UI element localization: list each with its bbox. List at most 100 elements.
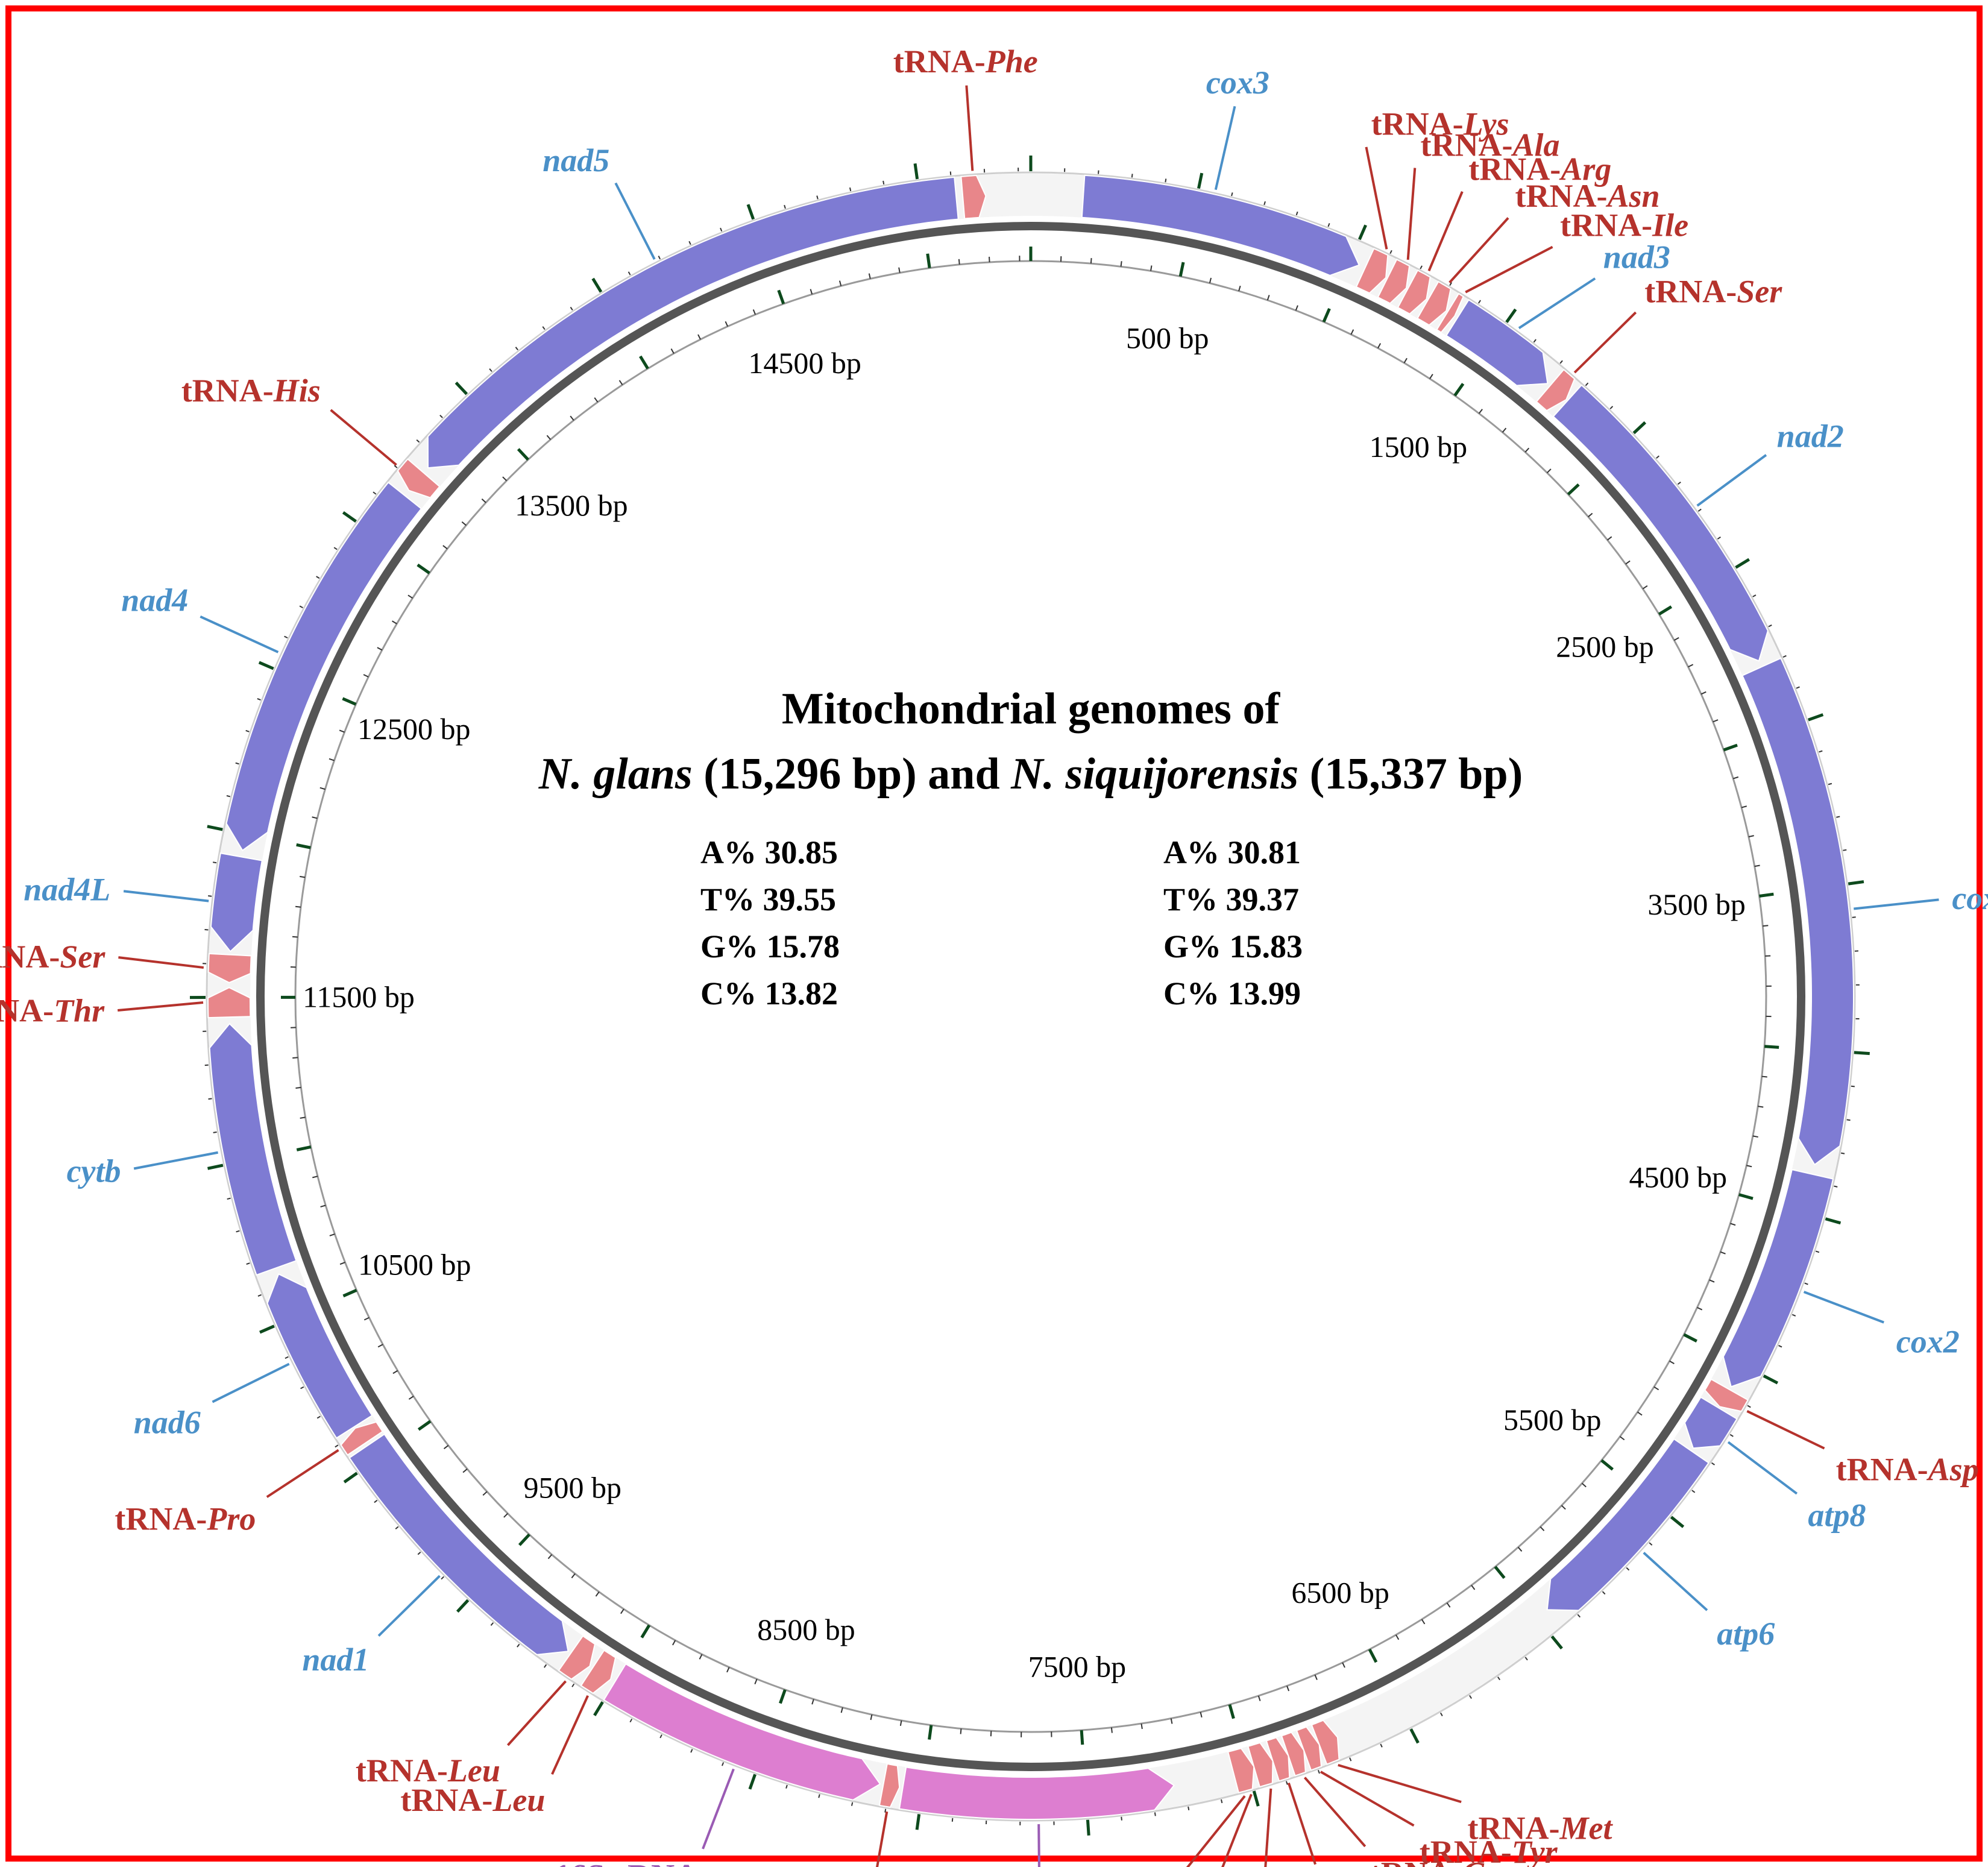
- species-1-name: N. glans: [538, 749, 693, 799]
- gene-labels: cox3tRNA-LystRNA-AlatRNA-ArgtRNA-AsntRNA…: [0, 43, 1988, 1867]
- outer-minor-tick: [1752, 594, 1757, 597]
- minor-tick: [1607, 536, 1612, 541]
- scale-label-1: 1500 bp: [1370, 430, 1468, 464]
- stat-g-right: G% 15.83: [1163, 928, 1303, 965]
- outer-minor-tick: [1851, 1085, 1855, 1088]
- minor-tick: [726, 1667, 730, 1673]
- outer-minor-tick: [1154, 1812, 1156, 1816]
- outer-minor-tick: [1697, 508, 1702, 512]
- protein-gene-arrow-0: [1081, 174, 1360, 276]
- minor-tick: [1688, 664, 1694, 668]
- outer-major-tick: [1807, 713, 1824, 722]
- outer-major-tick: [748, 1774, 757, 1790]
- scale-label-3: 3500 bp: [1647, 887, 1746, 921]
- outer-minor-tick: [1846, 1119, 1851, 1121]
- minor-tick: [870, 1714, 873, 1721]
- scale-label-14: 14500 bp: [748, 346, 861, 380]
- trna-gene-arrow-16: [1355, 248, 1389, 294]
- leader-line-2: [1365, 146, 1388, 250]
- base-composition-right: A% 30.81 T% 39.37 G% 15.83 C% 13.99: [1163, 834, 1303, 1012]
- minor-tick: [699, 1654, 703, 1660]
- gene-label-prefix: tRNA-: [0, 992, 54, 1028]
- gene-label-5: tRNA-Asn: [1515, 178, 1660, 214]
- minor-tick: [1257, 1695, 1261, 1701]
- leader-line-30: [133, 1151, 218, 1170]
- gene-label-2: tRNA-Lys: [1371, 105, 1509, 142]
- scale-label-5: 5500 bp: [1503, 1403, 1602, 1437]
- minor-tick: [840, 1707, 843, 1713]
- minor-tick: [618, 380, 623, 385]
- outer-minor-tick: [515, 347, 518, 351]
- gene-label-0: tRNA-Phe: [893, 43, 1038, 80]
- outer-minor-tick: [1828, 782, 1832, 786]
- outer-minor-tick: [1836, 816, 1840, 818]
- gene-label-36: nad5: [543, 142, 609, 178]
- minor-tick: [1561, 1505, 1566, 1510]
- major-tick: [1683, 1333, 1697, 1343]
- outer-minor-tick: [1449, 282, 1453, 286]
- outer-minor-tick: [1263, 201, 1266, 206]
- outer-minor-tick: [213, 1131, 217, 1133]
- stat-g-left: G% 15.78: [700, 928, 840, 965]
- outer-minor-tick: [1852, 916, 1856, 918]
- trna-gene-arrow-33: [207, 987, 251, 1019]
- outer-minor-tick: [1602, 1591, 1606, 1595]
- outer-minor-tick: [316, 576, 320, 579]
- major-tick: [1658, 605, 1673, 616]
- outer-minor-tick: [316, 1415, 321, 1419]
- minor-tick: [1295, 305, 1298, 311]
- outer-minor-tick: [629, 1718, 633, 1723]
- outer-minor-tick: [1131, 174, 1133, 178]
- leader-line-15: [1338, 1763, 1462, 1804]
- scale-label-11: 11500 bp: [303, 980, 415, 1013]
- outer-major-tick: [1670, 1516, 1685, 1528]
- minor-tick: [1546, 468, 1552, 474]
- outer-minor-tick: [439, 414, 443, 418]
- gene-label-12: tRNA-Asp: [1836, 1452, 1979, 1488]
- outer-minor-tick: [227, 1197, 231, 1200]
- gene-label-prefix: tRNA-: [1836, 1452, 1928, 1488]
- outer-major-tick: [1505, 308, 1517, 323]
- trna-gene-arrow-25: [1265, 1737, 1291, 1782]
- gene-label-25: tRNA-Leu: [400, 1782, 545, 1818]
- protein-gene-arrow-9: [209, 1022, 297, 1276]
- gene-label-11: cox2: [1896, 1324, 1960, 1360]
- outer-minor-tick: [374, 1499, 378, 1503]
- outer-minor-tick: [373, 491, 377, 495]
- trna-gene-arrow-31: [558, 1635, 596, 1680]
- outer-minor-tick: [1656, 455, 1659, 459]
- leader-line-14: [1643, 1552, 1708, 1611]
- outer-minor-tick: [849, 187, 852, 192]
- minor-tick: [898, 267, 901, 273]
- protein-gene-arrow-10: [210, 852, 263, 952]
- minor-tick: [810, 289, 813, 295]
- outer-minor-tick: [1285, 1781, 1288, 1785]
- outer-minor-tick: [1609, 406, 1614, 409]
- trna-gene-arrow-29: [878, 1763, 901, 1809]
- minor-tick: [1350, 329, 1354, 335]
- major-tick: [928, 1725, 933, 1740]
- gene-label-6: tRNA-Ile: [1560, 207, 1688, 244]
- outer-major-tick: [1848, 880, 1864, 886]
- outer-major-tick: [1763, 1374, 1779, 1385]
- outer-minor-tick: [570, 306, 573, 311]
- minor-tick: [1720, 1251, 1726, 1255]
- outer-minor-tick: [659, 1734, 662, 1739]
- outer-minor-tick: [818, 1794, 820, 1798]
- outer-minor-tick: [395, 1526, 399, 1530]
- minor-tick: [1669, 1360, 1675, 1364]
- minor-tick: [547, 1554, 553, 1560]
- stat-a-right: A% 30.81: [1163, 834, 1301, 871]
- major-tick: [777, 289, 785, 304]
- outer-minor-tick: [1711, 1462, 1716, 1466]
- gene-label-prefix: tRNA-: [1468, 151, 1561, 187]
- outer-minor-tick: [1165, 178, 1167, 183]
- scale-label-2: 2500 bp: [1556, 629, 1654, 663]
- major-tick: [342, 697, 357, 706]
- gene-label-name: Ser: [1737, 274, 1782, 310]
- major-tick: [296, 843, 311, 849]
- trna-gene-arrow-27: [1295, 1726, 1323, 1771]
- minor-tick: [339, 729, 345, 733]
- gene-label-27: nad1: [302, 1642, 369, 1678]
- minor-tick: [1377, 343, 1382, 348]
